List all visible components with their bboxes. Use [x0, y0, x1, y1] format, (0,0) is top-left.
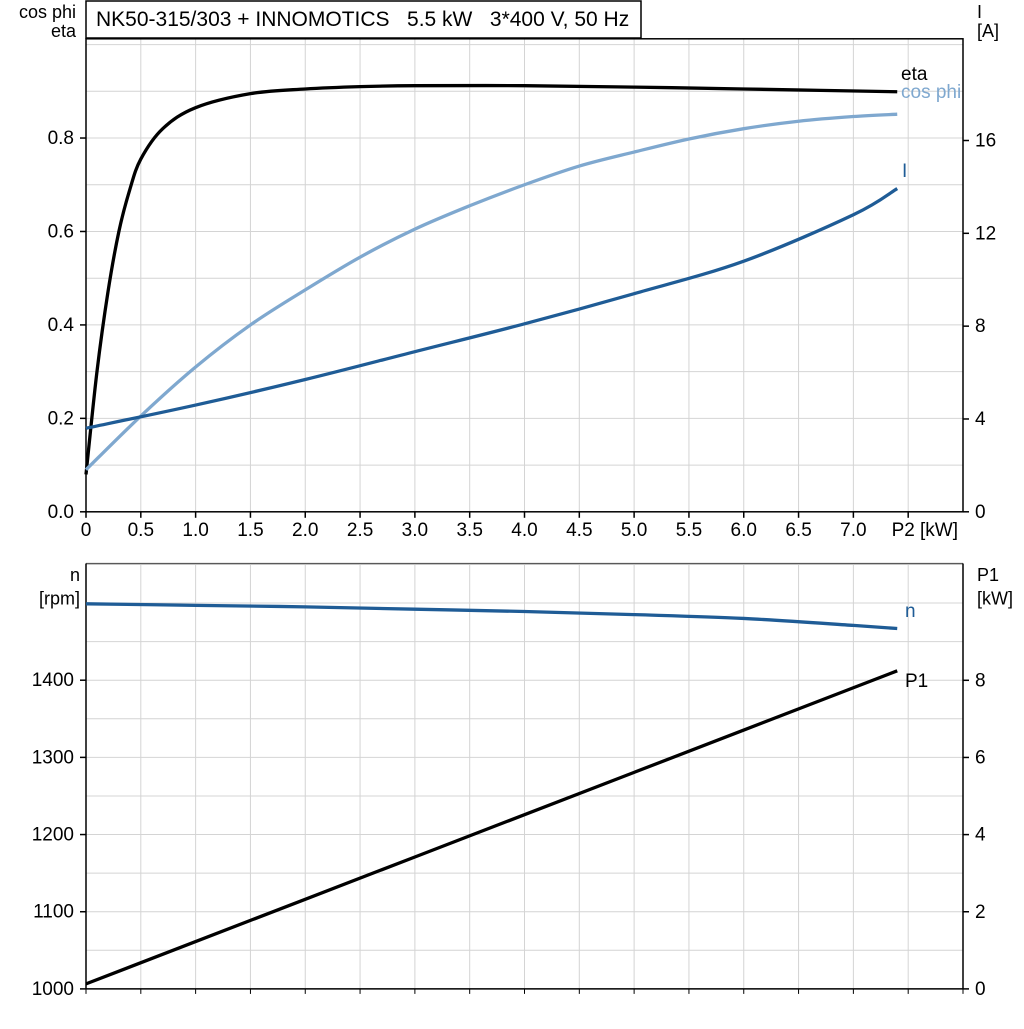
svg-text:6.5: 6.5 [785, 520, 811, 541]
svg-text:0.6: 0.6 [48, 221, 74, 242]
svg-text:1300: 1300 [32, 747, 74, 768]
svg-text:0.8: 0.8 [48, 128, 74, 149]
svg-text:8: 8 [975, 316, 986, 337]
svg-text:2: 2 [975, 902, 986, 923]
svg-text:7.0: 7.0 [840, 520, 866, 541]
svg-text:cos phi: cos phi [19, 2, 76, 22]
svg-text:eta: eta [51, 21, 77, 41]
svg-text:P1: P1 [977, 565, 999, 585]
svg-text:I: I [902, 161, 907, 182]
svg-text:6: 6 [975, 747, 986, 768]
svg-text:[A]: [A] [977, 21, 999, 41]
svg-text:0.4: 0.4 [48, 315, 75, 336]
svg-text:0.0: 0.0 [48, 502, 74, 523]
svg-text:1400: 1400 [32, 670, 74, 691]
svg-text:6.0: 6.0 [731, 520, 757, 541]
svg-text:P2: P2 [892, 520, 915, 541]
svg-text:1.0: 1.0 [182, 520, 208, 541]
svg-text:P1: P1 [905, 671, 928, 692]
svg-text:4.0: 4.0 [511, 520, 537, 541]
svg-text:4.5: 4.5 [566, 520, 592, 541]
svg-text:0.5: 0.5 [128, 520, 154, 541]
svg-text:[rpm]: [rpm] [39, 589, 80, 609]
svg-text:0: 0 [975, 979, 986, 1000]
svg-text:12: 12 [975, 223, 996, 244]
svg-text:n: n [905, 601, 916, 622]
svg-text:0: 0 [81, 520, 92, 541]
svg-text:4: 4 [975, 825, 986, 846]
svg-text:0: 0 [975, 502, 986, 523]
svg-text:2.0: 2.0 [292, 520, 318, 541]
svg-text:[kW]: [kW] [977, 589, 1013, 609]
svg-text:1.5: 1.5 [237, 520, 263, 541]
svg-text:2.5: 2.5 [347, 520, 373, 541]
svg-text:5.5: 5.5 [676, 520, 702, 541]
svg-text:8: 8 [975, 670, 986, 691]
svg-text:n: n [70, 565, 80, 585]
svg-text:5.0: 5.0 [621, 520, 647, 541]
svg-text:4: 4 [975, 409, 986, 430]
svg-text:1200: 1200 [32, 825, 74, 846]
svg-text:1000: 1000 [32, 979, 74, 1000]
svg-text:I: I [977, 2, 982, 22]
svg-text:16: 16 [975, 131, 996, 152]
svg-text:[kW]: [kW] [920, 520, 958, 541]
svg-text:cos phi: cos phi [901, 82, 961, 103]
svg-text:NK50-315/303 + INNOMOTICS 5.: NK50-315/303 + INNOMOTICS 5.5 kW 3*400 V… [96, 8, 629, 31]
svg-text:0.2: 0.2 [48, 408, 74, 429]
svg-text:1100: 1100 [33, 902, 74, 923]
svg-text:3.0: 3.0 [402, 520, 428, 541]
svg-text:3.5: 3.5 [456, 520, 482, 541]
